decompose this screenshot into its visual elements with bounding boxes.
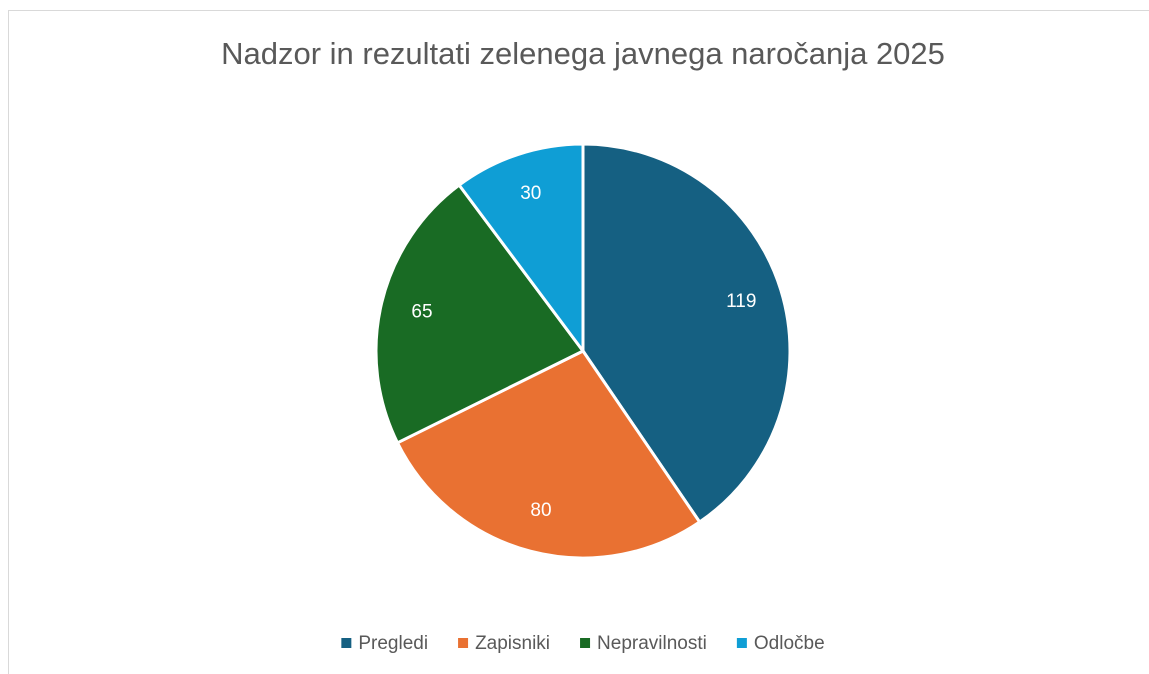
pie-slice xyxy=(374,183,586,445)
data-label: 119 xyxy=(726,291,756,312)
legend-label: Pregledi xyxy=(358,633,428,654)
chart-title: Nadzor in rezultati zelenega javnega nar… xyxy=(221,36,945,71)
data-label: 65 xyxy=(411,301,432,322)
pie-slice xyxy=(457,142,585,356)
pie-slice xyxy=(581,142,792,525)
legend-label: Zapisniki xyxy=(475,633,550,654)
legend-label: Odločbe xyxy=(754,633,825,654)
legend-label: Nepravilnosti xyxy=(597,633,707,654)
legend-swatch xyxy=(458,638,469,648)
legend-swatch xyxy=(580,638,591,648)
pie-slice xyxy=(395,349,702,560)
legend-swatch xyxy=(341,638,352,648)
data-label: 30 xyxy=(520,183,541,204)
data-label: 80 xyxy=(530,500,551,521)
legend-swatch xyxy=(736,638,747,648)
